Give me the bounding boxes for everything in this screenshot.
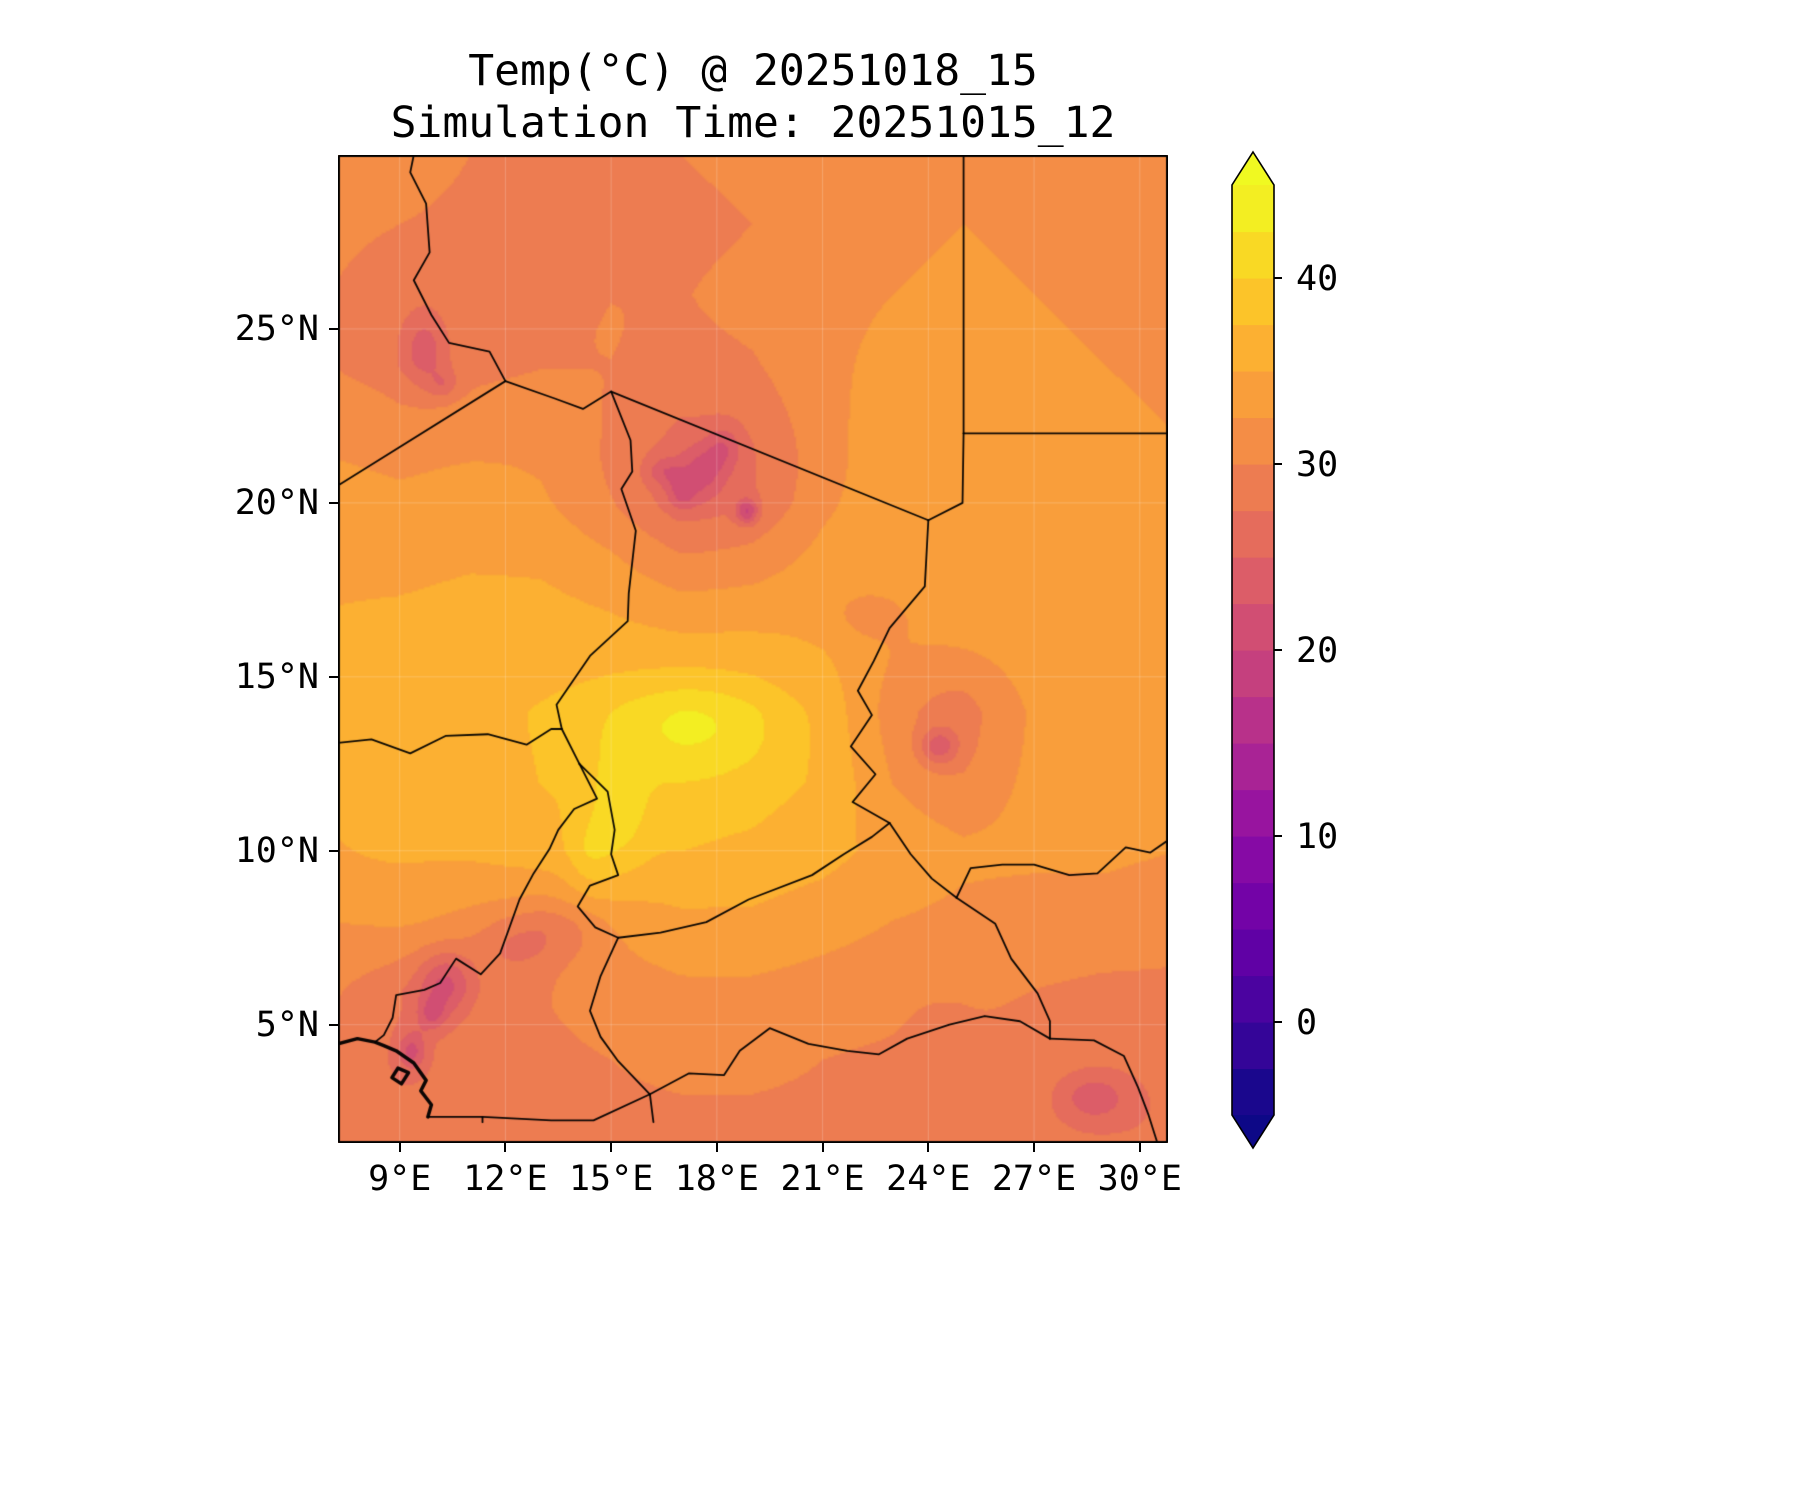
colorbar-band bbox=[1232, 650, 1274, 698]
x-tick-label: 9°E bbox=[368, 1159, 432, 1199]
x-tick-label: 27°E bbox=[991, 1159, 1077, 1199]
y-tick-label: 20°N bbox=[234, 482, 319, 523]
colorbar-band bbox=[1232, 371, 1274, 419]
colorbar-band bbox=[1232, 975, 1274, 1023]
colorbar-band bbox=[1232, 743, 1274, 791]
colorbar-band bbox=[1232, 185, 1274, 233]
x-tick-label: 24°E bbox=[886, 1159, 971, 1199]
colorbar-band bbox=[1232, 557, 1274, 605]
y-tick-label: 25°N bbox=[234, 308, 319, 349]
colorbar-tick-label: 30 bbox=[1296, 445, 1338, 485]
colorbar-band bbox=[1232, 836, 1274, 884]
y-tick-label: 5°N bbox=[255, 1004, 319, 1045]
colorbar-band bbox=[1232, 464, 1274, 512]
colorbar-extend-max-arrow bbox=[1232, 152, 1274, 185]
colorbar-band bbox=[1232, 324, 1274, 372]
x-tick-mark bbox=[927, 1143, 930, 1152]
x-tick-label: 18°E bbox=[674, 1159, 759, 1199]
x-tick-mark bbox=[398, 1143, 401, 1152]
colorbar-band bbox=[1232, 510, 1274, 558]
colorbar-band bbox=[1232, 417, 1274, 465]
y-tick-mark bbox=[329, 501, 338, 504]
y-tick-label: 10°N bbox=[234, 830, 319, 871]
x-tick-mark bbox=[610, 1143, 613, 1152]
colorbar-extend-min-arrow bbox=[1232, 1115, 1274, 1148]
x-tick-label: 12°E bbox=[463, 1159, 548, 1199]
colorbar-band bbox=[1232, 603, 1274, 651]
colorbar-tick-label: 10 bbox=[1296, 817, 1338, 857]
y-tick-mark bbox=[329, 675, 338, 678]
colorbar-band bbox=[1232, 231, 1274, 279]
colorbar-svg: 40 30 20 10 0 bbox=[1231, 150, 1338, 1150]
x-tick-mark bbox=[1138, 1143, 1141, 1152]
x-tick-label: 21°E bbox=[780, 1159, 865, 1199]
x-tick-mark bbox=[715, 1143, 718, 1152]
colorbar-band bbox=[1232, 696, 1274, 744]
map-plot-area bbox=[338, 155, 1168, 1143]
colorbar-band bbox=[1232, 789, 1274, 837]
colorbar-band bbox=[1232, 278, 1274, 326]
y-tick-mark bbox=[329, 849, 338, 852]
colorbar-band bbox=[1232, 1022, 1274, 1070]
plot-subtitle: Simulation Time: 20251015_12 bbox=[390, 98, 1116, 148]
colorbar-tick-label: 20 bbox=[1296, 631, 1338, 671]
x-tick-mark bbox=[504, 1143, 507, 1152]
y-tick-mark bbox=[329, 1023, 338, 1026]
x-tick-mark bbox=[1033, 1143, 1036, 1152]
y-tick-mark bbox=[329, 327, 338, 330]
x-tick-label: 15°E bbox=[568, 1159, 654, 1199]
colorbar-band bbox=[1232, 882, 1274, 930]
colorbar-tick-label: 40 bbox=[1296, 259, 1338, 299]
colorbar: 40 30 20 10 0 bbox=[1230, 145, 1470, 1160]
x-tick-label: 30°E bbox=[1097, 1159, 1182, 1199]
temperature-heatmap-canvas bbox=[338, 155, 1168, 1143]
colorbar-band bbox=[1232, 1068, 1274, 1116]
x-tick-mark bbox=[821, 1143, 824, 1152]
colorbar-band bbox=[1232, 929, 1274, 977]
y-tick-label: 15°N bbox=[234, 656, 319, 697]
colorbar-outline bbox=[1231, 150, 1275, 1150]
plot-title: Temp(°C) @ 20251018_15 bbox=[468, 46, 1038, 96]
colorbar-tick-label: 0 bbox=[1296, 1003, 1317, 1043]
